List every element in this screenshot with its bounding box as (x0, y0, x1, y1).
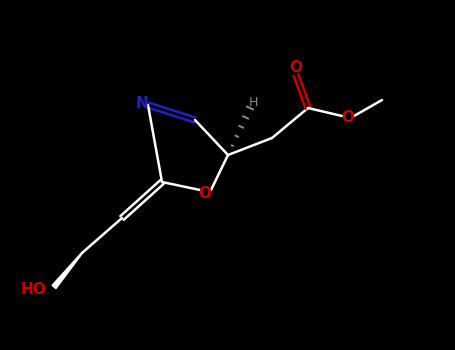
Text: H: H (248, 96, 258, 108)
Text: O: O (198, 186, 212, 201)
Polygon shape (52, 253, 82, 289)
Text: O: O (289, 60, 303, 75)
Text: O: O (342, 111, 354, 126)
Text: N: N (136, 96, 148, 111)
Text: HO: HO (21, 282, 47, 298)
